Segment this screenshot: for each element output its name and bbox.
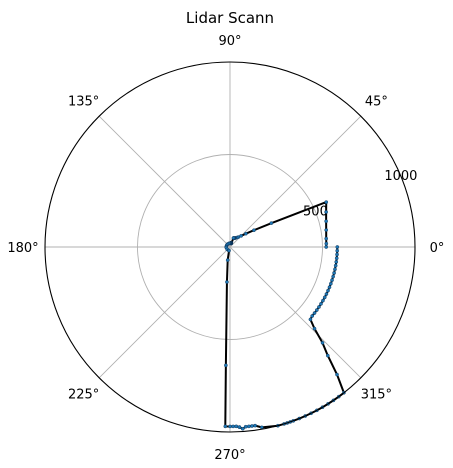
scan-point: [324, 210, 328, 214]
scan-point: [231, 236, 236, 240]
scan-point: [315, 308, 319, 312]
plot-area: [223, 200, 346, 431]
scan-point: [321, 298, 325, 303]
scan-point: [247, 424, 251, 429]
scan-point: [324, 219, 328, 224]
scan-point: [320, 341, 325, 345]
scan-point: [228, 424, 232, 429]
theta-tick-label: 180°: [7, 241, 38, 256]
scan-point: [325, 353, 330, 358]
scan-point: [335, 245, 340, 249]
scan-point: [223, 424, 228, 429]
scan-point: [317, 305, 321, 309]
scan-points: [223, 200, 346, 431]
theta-tick-label: 135°: [68, 95, 99, 110]
scan-point: [333, 263, 338, 268]
scan-point: [332, 271, 336, 275]
scan-point: [227, 248, 231, 253]
scan-point: [312, 311, 317, 315]
theta-tick-label: 0°: [430, 241, 445, 256]
scan-point: [324, 245, 329, 249]
r-gridline: [137, 154, 323, 340]
scan-point: [319, 302, 323, 306]
scan-point: [335, 252, 339, 257]
chart-title: Lidar Scann: [186, 9, 274, 27]
scan-point: [331, 274, 335, 279]
theta-tick-label: 315°: [361, 387, 392, 402]
scan-point: [324, 228, 329, 232]
polar-frame: [44, 61, 416, 433]
scan-point: [324, 236, 329, 241]
scan-point: [329, 281, 333, 286]
scan-point: [335, 372, 339, 377]
scan-point: [312, 326, 317, 331]
scan-point: [326, 288, 330, 293]
scan-point: [225, 258, 230, 262]
scan-point: [269, 221, 274, 225]
scan-point: [324, 292, 329, 296]
theta-tick-label: 45°: [365, 95, 388, 110]
theta-tick-label: 270°: [214, 448, 245, 463]
scan-point: [224, 363, 228, 368]
scan-point: [231, 424, 235, 429]
polar-grid: [45, 62, 415, 432]
scan-point: [244, 231, 248, 236]
scan-point: [334, 260, 339, 264]
theta-tick-label: 225°: [68, 387, 99, 402]
theta-tick-label: 90°: [218, 34, 241, 49]
scan-point: [308, 317, 313, 322]
scan-point: [240, 426, 245, 431]
scan-point: [334, 256, 339, 261]
scan-point: [243, 424, 248, 429]
scan-point: [237, 425, 242, 429]
scan-point: [333, 267, 337, 272]
scan-point: [330, 278, 334, 282]
scan-point: [234, 424, 239, 429]
scan-point: [324, 241, 329, 246]
scan-point: [335, 248, 340, 253]
scan-point: [310, 314, 315, 318]
scan-point: [250, 424, 254, 428]
scan-point: [252, 228, 256, 233]
scan-point: [324, 200, 329, 204]
scan-point: [225, 280, 229, 284]
scan-point: [322, 295, 327, 300]
scan-line: [224, 201, 345, 430]
scan-point: [253, 423, 257, 428]
scan-point: [327, 285, 332, 290]
